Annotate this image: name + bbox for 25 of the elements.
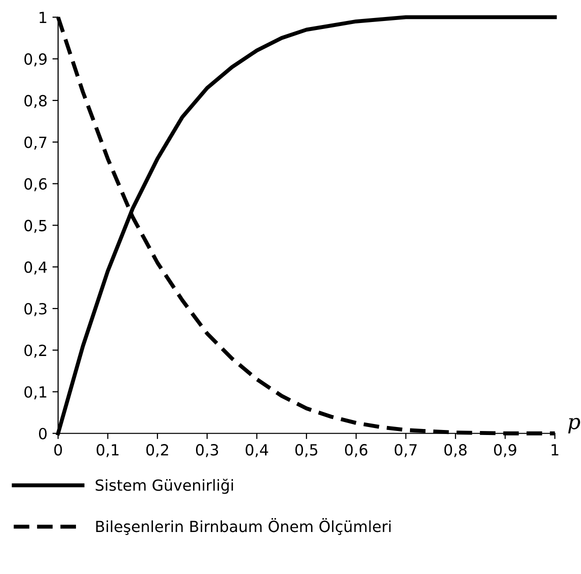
x-tick-label: 0,1: [96, 444, 119, 458]
y-tick-label: 0,2: [24, 344, 46, 358]
x-tick-label: 0: [54, 444, 62, 456]
x-tick-label: 0,3: [196, 444, 218, 458]
x-tick-label: 0,7: [394, 444, 417, 458]
x-tick-label: 1: [552, 444, 558, 456]
x-axis-title: p: [568, 418, 580, 434]
x-tick-label: 0,6: [345, 444, 368, 458]
y-tick-label: 0,8: [24, 94, 47, 108]
y-tick-label: 0,1: [24, 386, 46, 400]
x-tick-label: 0,9: [494, 444, 516, 458]
y-tick-label: 1: [40, 12, 46, 24]
x-tick-label: 0,8: [444, 444, 467, 458]
y-tick-label: 0,6: [24, 178, 47, 192]
y-tick-label: 0,3: [24, 302, 46, 316]
y-tick-label: 0,5: [24, 220, 46, 233]
y-tick-label: 0,9: [24, 53, 47, 66]
y-tick-label: 0: [38, 428, 47, 440]
y-tick-label: 0,7: [24, 136, 46, 150]
legend-label: Sistem Güvenirliği: [96, 478, 233, 494]
x-tick-label: 0,4: [246, 444, 268, 458]
y-tick-label: 0,4: [24, 261, 47, 274]
x-tick-label: 0,5: [295, 444, 318, 458]
x-tick-label: 0,2: [146, 444, 168, 458]
legend-label: Bileşenlerin Birnbaum Önem Ölçümleri: [96, 518, 391, 535]
